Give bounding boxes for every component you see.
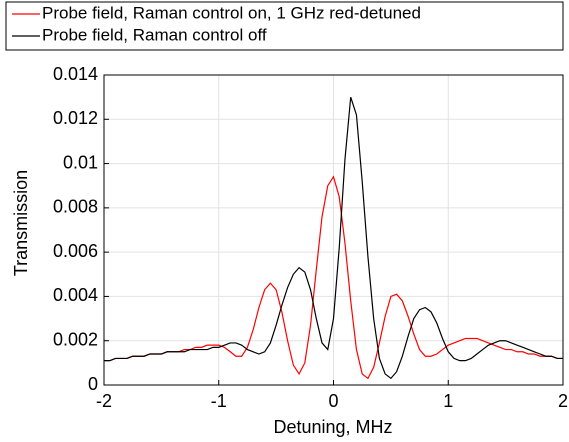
y-tick-label: 0 <box>88 374 98 394</box>
series-line <box>104 96 563 380</box>
x-tick-label: 1 <box>443 391 453 411</box>
y-tick-label: 0.008 <box>53 197 98 217</box>
series-line <box>104 175 563 380</box>
y-tick-label: 0.014 <box>53 64 98 84</box>
x-tick-label: 2 <box>558 391 568 411</box>
y-tick-label: 0.012 <box>53 108 98 128</box>
x-tick-label: -2 <box>96 391 112 411</box>
legend-label: Probe field, Raman control on, 1 GHz red… <box>42 3 421 22</box>
y-tick-label: 0.004 <box>53 285 98 305</box>
y-tick-label: 0.01 <box>63 152 98 172</box>
y-tick-label: 0.006 <box>53 241 98 261</box>
x-axis-label: Detuning, MHz <box>273 417 392 437</box>
plot-frame <box>103 74 564 386</box>
y-axis-label: Transmission <box>11 170 31 276</box>
legend-box <box>5 1 564 51</box>
y-tick-label: 0.002 <box>53 329 98 349</box>
legend-label: Probe field, Raman control off <box>42 25 267 44</box>
x-tick-label: -1 <box>211 391 227 411</box>
x-tick-label: 0 <box>328 391 338 411</box>
